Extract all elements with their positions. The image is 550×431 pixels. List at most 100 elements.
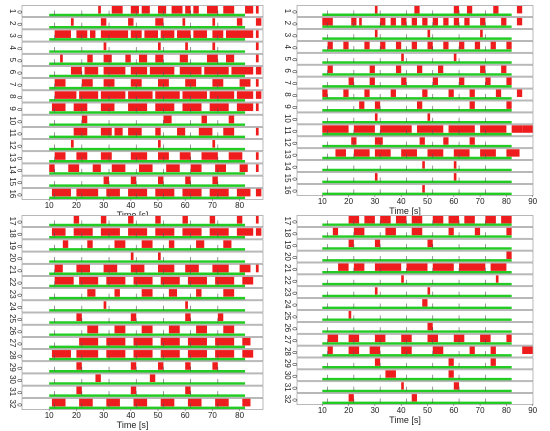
event-bar — [374, 6, 378, 14]
row-frame — [21, 373, 264, 386]
event-bar — [160, 398, 175, 407]
event-bar — [114, 289, 120, 297]
event-bar — [427, 287, 431, 295]
event-bar — [160, 337, 180, 346]
event-bar — [223, 289, 235, 297]
event-bar — [374, 358, 381, 366]
event-bar — [236, 228, 254, 236]
event-bar — [490, 41, 496, 50]
event-bar — [255, 216, 259, 224]
event-bar — [106, 337, 126, 346]
event-bar — [100, 228, 120, 236]
event-bar — [185, 42, 188, 51]
row-21: 210 — [283, 262, 534, 275]
event-bar — [448, 89, 454, 97]
event-bar — [432, 263, 454, 271]
event-bar — [158, 152, 169, 160]
row-5: 50 — [8, 53, 264, 66]
event-bar — [466, 6, 473, 14]
event-bar — [133, 337, 153, 346]
event-bar — [185, 362, 191, 370]
event-bar — [130, 176, 137, 185]
row-32: 320 — [283, 393, 534, 405]
event-bar — [236, 103, 254, 112]
row-28: 280 — [283, 345, 534, 358]
row-label: 9 — [8, 106, 17, 111]
event-bar — [168, 240, 175, 248]
row-frame — [296, 100, 534, 113]
event-bar — [464, 216, 475, 224]
row-zero-label: 0 — [15, 193, 21, 197]
event-bar — [506, 251, 512, 259]
row-zero-label: 0 — [290, 165, 296, 169]
event-bar — [390, 89, 396, 97]
row-4: 40 — [283, 41, 534, 53]
event-bar — [411, 227, 423, 236]
row-19: 190 — [8, 239, 264, 252]
row-16: 160 — [283, 184, 534, 196]
row-label: 7 — [8, 82, 17, 87]
event-bar — [212, 42, 216, 51]
row-zero-label: 0 — [290, 375, 296, 379]
event-bar — [480, 29, 483, 38]
panel-bottom-right: 1701801902002102202302402502602702802903… — [283, 215, 538, 425]
event-bar — [453, 382, 460, 390]
row-zero-label: 0 — [290, 292, 296, 296]
event-bar — [100, 127, 112, 136]
row-label: 19 — [8, 241, 17, 250]
row-label: 29 — [283, 359, 292, 368]
row-label: 3 — [283, 33, 292, 38]
event-bar — [158, 42, 161, 51]
event-bar — [76, 362, 82, 370]
event-bar — [348, 239, 354, 248]
event-bar — [100, 216, 107, 224]
event-bar — [168, 289, 178, 297]
event-bar — [422, 89, 428, 97]
event-bar — [516, 6, 523, 14]
event-bar — [149, 66, 175, 75]
event-bar — [103, 301, 107, 309]
row-label: 8 — [283, 92, 292, 97]
x-tick-label: 60 — [181, 201, 190, 210]
row-zero-label: 0 — [15, 169, 21, 173]
event-bar — [133, 398, 148, 407]
event-bar — [374, 287, 378, 295]
row-frame — [21, 78, 264, 91]
row-frame — [21, 17, 264, 30]
event-bar — [255, 152, 259, 160]
event-bar — [168, 325, 180, 334]
x-tick-label: 70 — [476, 197, 485, 206]
row-18: 180 — [8, 227, 264, 240]
row-zero-label: 0 — [15, 108, 21, 112]
event-bar — [401, 334, 412, 343]
event-bar — [501, 216, 512, 224]
event-bar — [198, 127, 213, 136]
row-label: 2 — [8, 21, 17, 26]
event-bar — [70, 66, 82, 75]
row-zero-label: 0 — [290, 387, 296, 391]
event-bar — [185, 6, 191, 14]
event-bar — [495, 275, 499, 283]
row-zero-label: 0 — [15, 269, 21, 273]
row-label: 6 — [8, 70, 17, 75]
event-bar — [411, 216, 423, 224]
event-bar — [187, 337, 207, 346]
row-zero-label: 0 — [15, 306, 21, 310]
event-bar — [332, 227, 339, 236]
event-bar — [155, 91, 180, 99]
event-bar — [322, 125, 349, 133]
row-zero-label: 0 — [290, 142, 296, 146]
event-bar — [223, 6, 235, 14]
row-zero-label: 0 — [290, 154, 296, 158]
x-tick-label: 20 — [344, 406, 353, 415]
event-bar — [182, 216, 188, 224]
event-bar — [490, 263, 507, 271]
row-frame — [296, 76, 534, 89]
event-bar — [374, 101, 381, 109]
row-zero-label: 0 — [15, 367, 21, 371]
row-7: 70 — [8, 78, 264, 91]
row-frame — [296, 357, 534, 370]
row-zero-label: 0 — [15, 23, 21, 27]
x-tick-label: 90 — [528, 197, 537, 206]
